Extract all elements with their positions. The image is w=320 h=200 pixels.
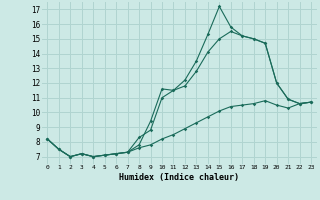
X-axis label: Humidex (Indice chaleur): Humidex (Indice chaleur) [119,173,239,182]
